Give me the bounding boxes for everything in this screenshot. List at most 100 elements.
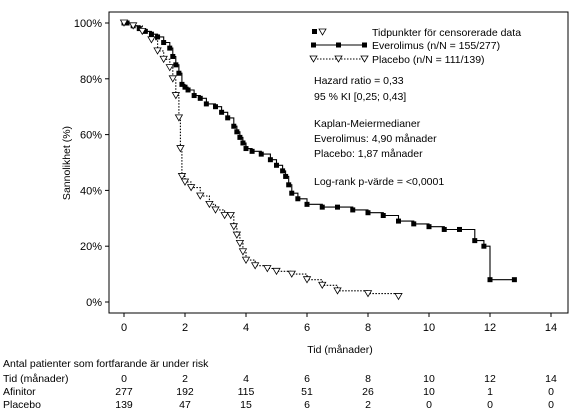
everolimus-censor-marker (240, 140, 246, 146)
risk-cell: 15 (240, 399, 252, 411)
risk-cell: 277 (115, 386, 133, 398)
legend-censor-open-triangle-icon (318, 28, 327, 36)
placebo-censor-marker (235, 240, 245, 248)
placebo-censor-marker (159, 55, 168, 64)
risk-row-label: Afinitor (3, 386, 36, 398)
placebo-censor-marker (318, 281, 327, 290)
placebo-censor-marker (177, 173, 187, 181)
everolimus-censor-marker (249, 148, 255, 154)
placebo-censor-marker (211, 206, 220, 214)
x-tick-label: 10 (423, 322, 435, 334)
everolimus-censor-marker (289, 190, 295, 196)
everolimus-censor-marker (295, 196, 301, 202)
risk-cell: 139 (115, 399, 133, 411)
placebo-median-text: Placebo: 1,87 månader (314, 148, 423, 160)
placebo-censor-marker (176, 145, 185, 153)
everolimus-censor-marker (203, 101, 209, 107)
everolimus-censor-marker (274, 162, 279, 168)
legend-censor-filled-square-icon (312, 29, 317, 34)
placebo-censor-marker (363, 290, 373, 298)
y-axis-label: Sannolikhet (%) (61, 126, 73, 200)
risk-cell: 47 (179, 399, 191, 411)
everolimus-censor-marker (191, 93, 197, 99)
placebo-censor-marker (232, 231, 242, 239)
risk-cell: 26 (362, 386, 374, 398)
everolimus-censor-marker (142, 28, 148, 34)
everolimus-censor-marker (148, 31, 154, 37)
everolimus-censor-marker (161, 40, 167, 46)
everolimus-censor-marker (319, 204, 325, 210)
legend-placebo-label: Placebo (n/N = 111/139) (372, 54, 485, 66)
risk-cell: 2 (182, 373, 188, 385)
x-tick-label: 8 (365, 322, 371, 334)
y-tick-label: 60% (80, 130, 102, 142)
risk-cell: 14 (545, 373, 557, 385)
placebo-censor-marker (287, 270, 296, 278)
placebo-censor-marker (147, 36, 156, 44)
everolimus-censor-marker (365, 210, 371, 216)
x-tick-label: 6 (304, 322, 310, 334)
placebo-censor-marker (394, 293, 403, 301)
everolimus-censor-marker (286, 182, 292, 188)
placebo-censor-marker (263, 265, 272, 273)
risk-cell: 0 (426, 399, 432, 411)
everolimus-median-text: Everolimus: 4,90 månader (314, 133, 437, 145)
risk-cell: 0 (487, 399, 493, 411)
risk-cell: 192 (176, 386, 194, 398)
placebo-censor-marker (302, 276, 312, 284)
everolimus-censor-marker (481, 243, 487, 249)
everolimus-censor-marker (380, 213, 386, 219)
x-tick-label: 14 (545, 322, 557, 334)
placebo-censor-marker (180, 178, 190, 186)
placebo-censor-marker (250, 262, 260, 270)
y-tick-label: 40% (80, 185, 102, 197)
risk-cell: 10 (423, 386, 435, 398)
legend-everolimus-label: Everolimus (n/N = 155/277) (372, 40, 500, 52)
risk-table-caption: Antal patienter som fortfarande är under… (3, 358, 209, 370)
everolimus-censor-marker (179, 81, 185, 87)
placebo-censor-marker (226, 212, 235, 220)
placebo-censor-marker (186, 184, 196, 192)
everolimus-censor-marker (237, 134, 243, 140)
placebo-censor-marker (171, 92, 181, 100)
everolimus-censor-marker (472, 238, 478, 244)
placebo-censor-marker (238, 248, 248, 256)
risk-cell: 8 (365, 373, 371, 385)
placebo-censor-marker (333, 287, 342, 295)
kaplan-meier-heading: Kaplan-Meiermedianer (314, 118, 421, 130)
everolimus-censor-marker (155, 34, 161, 40)
y-tick-label: 80% (80, 74, 102, 86)
everolimus-censor-marker (170, 53, 176, 59)
x-axis-label: Tid (månader) (307, 344, 373, 356)
everolimus-censor-marker (176, 70, 182, 76)
everolimus-censor-marker (258, 151, 264, 157)
placebo-censor-marker (272, 267, 281, 276)
risk-cell: 51 (301, 386, 313, 398)
risk-cell: 2 (365, 399, 371, 411)
legend-title: Tidpunkter för censorerade data (372, 27, 521, 39)
placebo-censor-marker (205, 200, 214, 209)
risk-cell: 0 (548, 399, 554, 411)
everolimus-censor-marker (173, 62, 179, 68)
legend-placebo-marker-icon (334, 55, 343, 63)
placebo-censor-marker (119, 19, 129, 27)
risk-row-label: Placebo (3, 399, 41, 411)
x-tick-label: 2 (182, 322, 188, 334)
legend-everolimus-marker-icon (336, 42, 341, 48)
legend-everolimus-marker-icon (311, 42, 316, 48)
risk-row-label: Tid (månader) (3, 373, 69, 385)
legend-placebo-marker-icon (360, 55, 369, 63)
everolimus-censor-marker (234, 129, 240, 135)
legend: Tidpunkter för censorerade data Everolim… (309, 27, 521, 66)
y-tick-label: 20% (80, 241, 102, 253)
y-tick-label: 100% (74, 18, 102, 30)
plot-frame (108, 11, 569, 314)
legend-everolimus-marker-icon (362, 42, 367, 48)
everolimus-censor-marker (426, 224, 432, 230)
risk-cell: 4 (243, 373, 249, 385)
everolimus-censor-marker (487, 277, 493, 283)
hazard-ratio-text: Hazard ratio = 0,33 (314, 75, 404, 87)
everolimus-censor-marker (304, 201, 310, 207)
risk-cell: 6 (304, 373, 310, 385)
